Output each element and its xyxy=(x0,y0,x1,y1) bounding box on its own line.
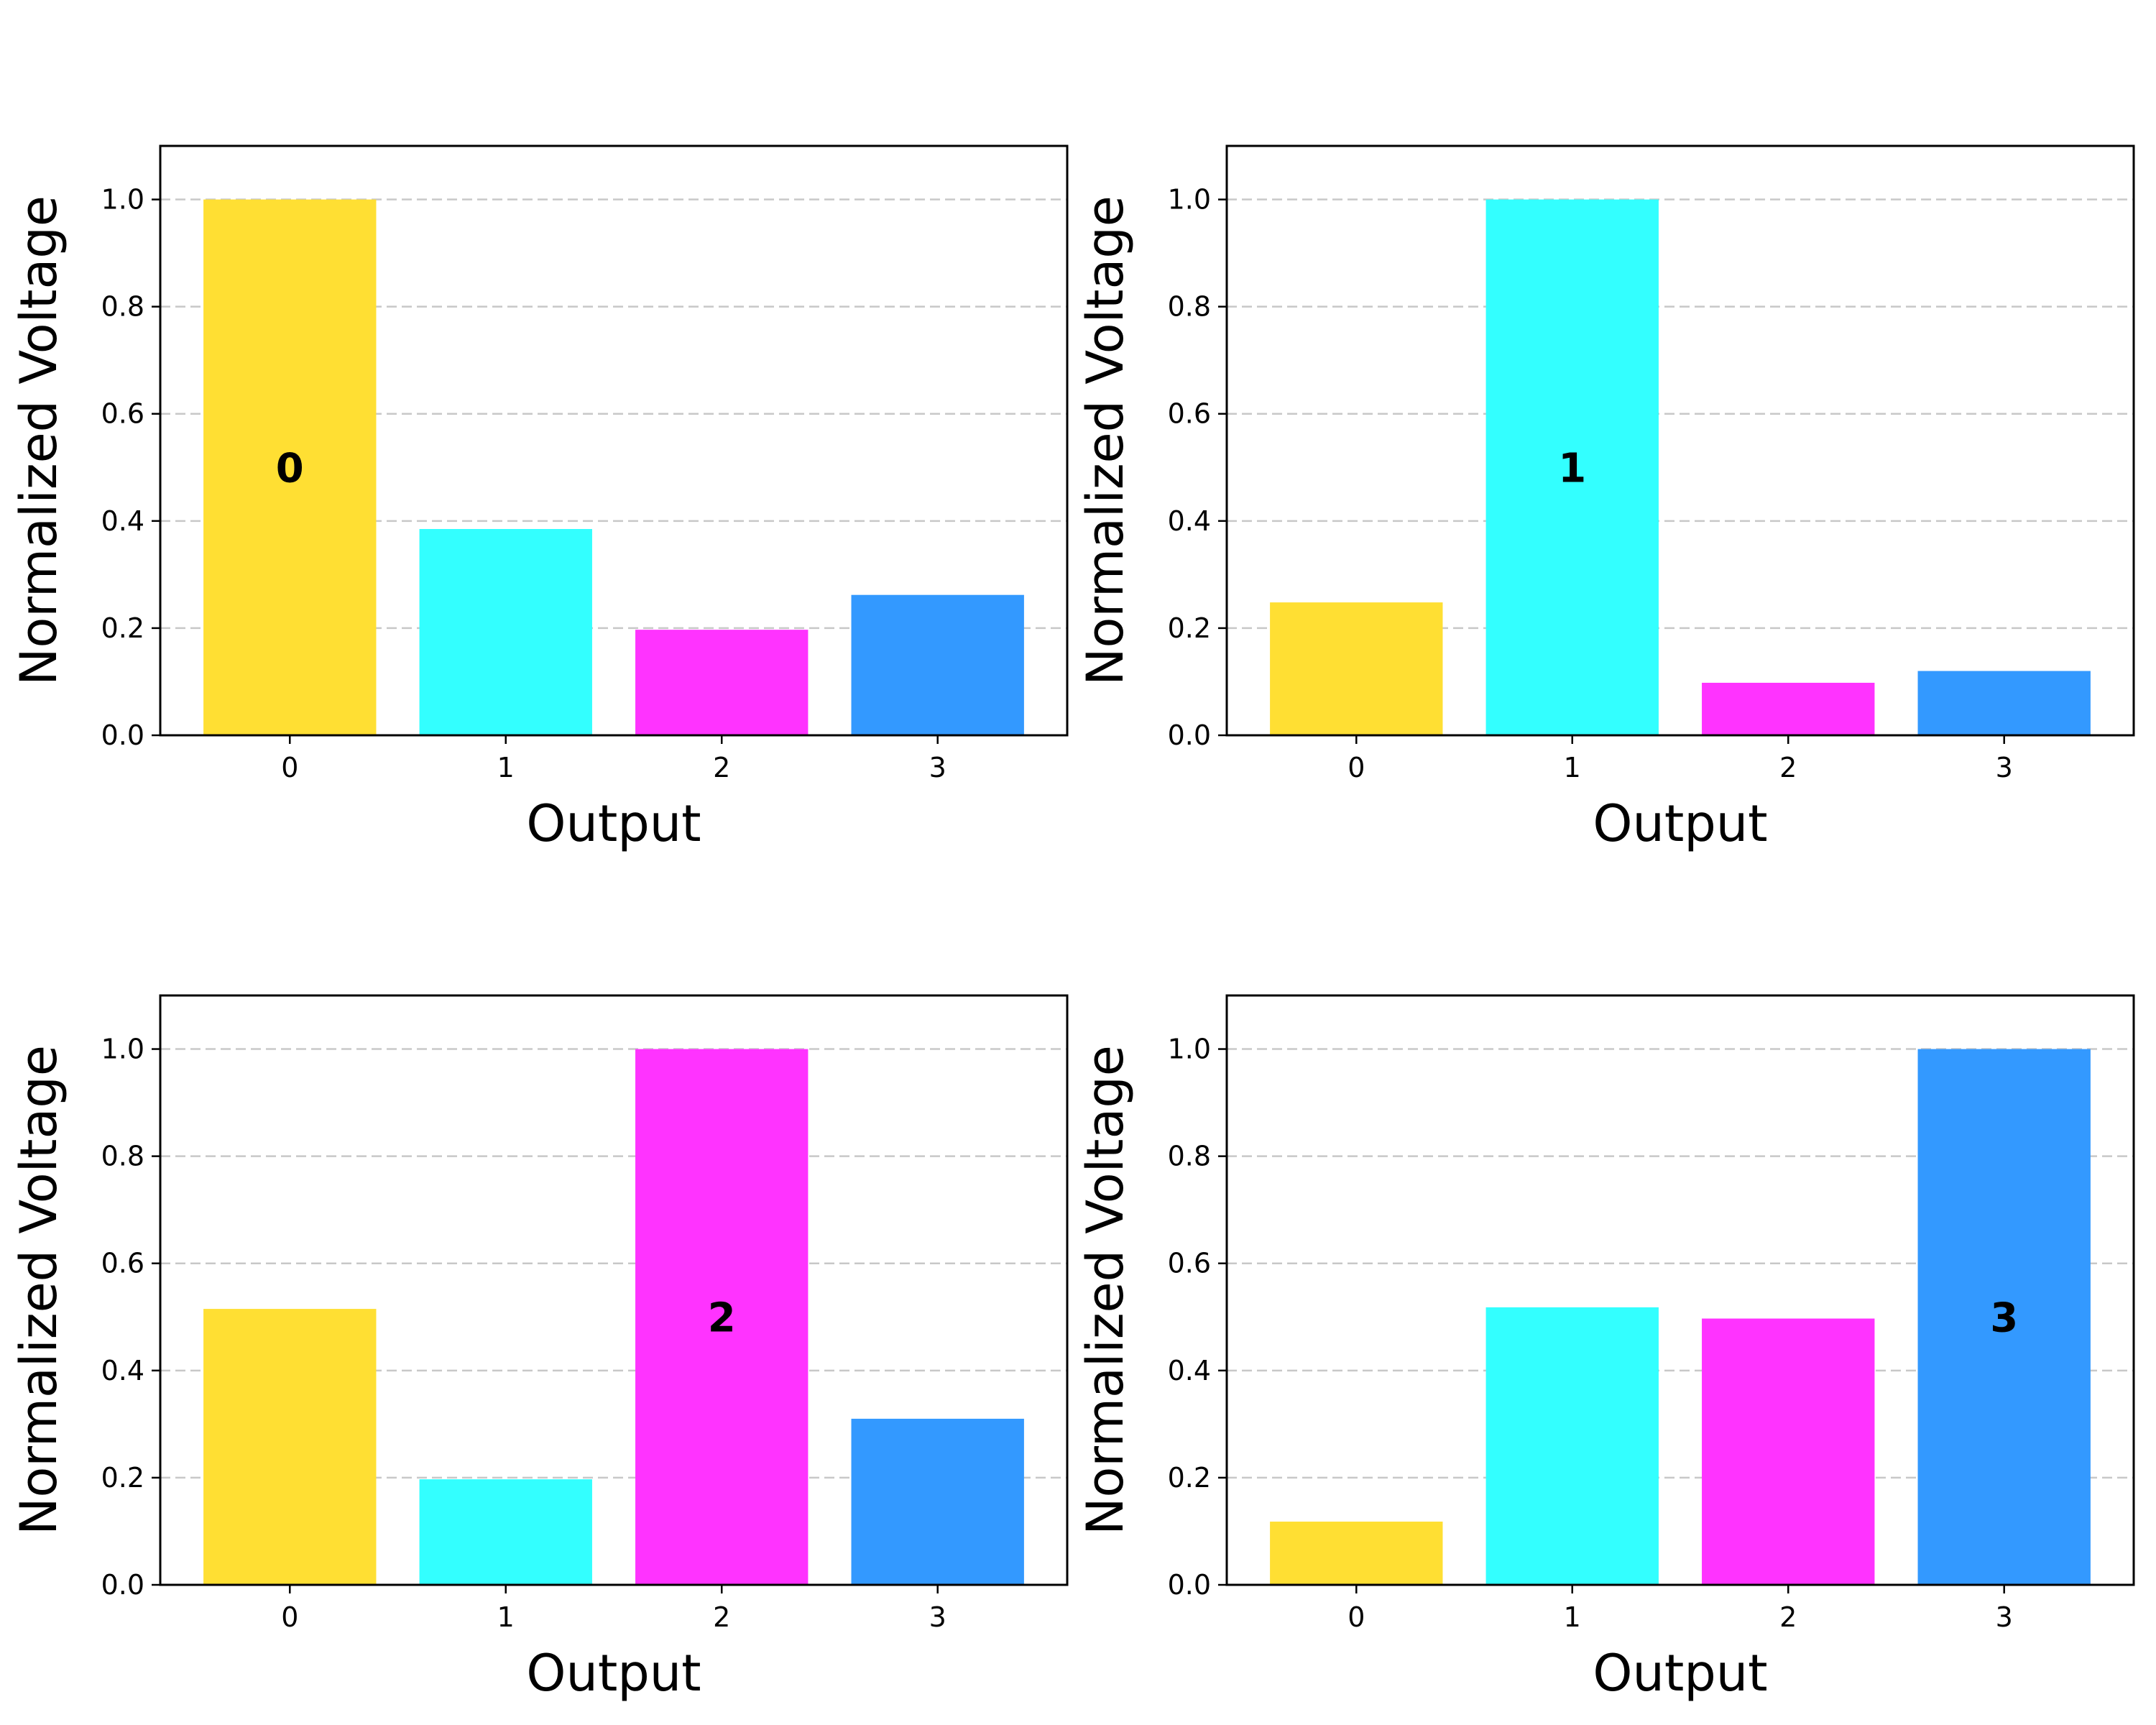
y-tick-label: 0.0 xyxy=(1168,719,1211,751)
y-axis-label: Normalized Voltage xyxy=(9,196,68,686)
y-tick-label: 0.2 xyxy=(1168,1462,1211,1494)
bar-output-2 xyxy=(635,1049,808,1585)
y-tick-label: 0.0 xyxy=(101,1569,144,1601)
bar-output-1 xyxy=(419,529,592,735)
y-tick-label: 0.4 xyxy=(101,505,144,537)
y-tick-label: 1.0 xyxy=(101,1034,144,1065)
subplot-2: 0.0 0.2 0.4 0.6 0.8 1.0 0 1 2 3 2 Output Normalized … xyxy=(9,994,1069,1703)
y-tick-label: 0.4 xyxy=(1168,505,1211,537)
y-tick-label: 0.6 xyxy=(1168,398,1211,430)
y-tick-label: 0.4 xyxy=(101,1355,144,1386)
x-tick-label: 1 xyxy=(497,752,515,783)
y-tick-label: 0.2 xyxy=(1168,612,1211,644)
y-tick-label: 0.8 xyxy=(101,291,144,323)
y-tick-label: 1.0 xyxy=(1168,1034,1211,1065)
bar-output-1 xyxy=(1485,1307,1659,1585)
bar-output-2 xyxy=(635,630,808,735)
y-tick-label: 1.0 xyxy=(101,184,144,216)
bar-output-3 xyxy=(1917,1049,2091,1585)
x-axis-label: Output xyxy=(526,1644,701,1703)
y-tick-label: 0.0 xyxy=(101,719,144,751)
x-tick-label: 0 xyxy=(281,1601,298,1633)
y-tick-label: 0.4 xyxy=(1168,1355,1211,1386)
x-tick-label: 3 xyxy=(1996,752,2013,783)
x-tick-label: 3 xyxy=(929,752,946,783)
bar-output-2 xyxy=(1702,1318,1875,1585)
subplot-0: 0.0 0.2 0.4 0.6 0.8 1.0 0 1 2 3 0 Output Normalized … xyxy=(9,144,1069,853)
y-tick-label: 0.8 xyxy=(101,1141,144,1172)
y-tick-label: 0.0 xyxy=(1168,1569,1211,1601)
x-tick-label: 0 xyxy=(1348,752,1365,783)
bar-output-0 xyxy=(203,1309,377,1585)
plot-frame xyxy=(1225,994,2135,1586)
y-tick-label: 0.8 xyxy=(1168,1141,1211,1172)
bar-output-0 xyxy=(1270,1522,1443,1585)
y-tick-label: 0.6 xyxy=(101,1248,144,1279)
bar-annotation: 0 xyxy=(276,445,304,492)
x-tick-label: 3 xyxy=(1996,1601,2013,1633)
x-tick-label: 1 xyxy=(497,1601,515,1633)
bar-output-0 xyxy=(203,199,377,736)
x-tick-label: 2 xyxy=(1779,752,1797,783)
x-tick-label: 2 xyxy=(713,752,730,783)
x-tick-label: 1 xyxy=(1564,752,1581,783)
x-tick-label: 3 xyxy=(929,1601,946,1633)
y-tick-label: 0.2 xyxy=(101,612,144,644)
x-axis-label: Output xyxy=(526,794,701,853)
plot-frame xyxy=(159,994,1069,1586)
y-axis-label: Normalized Voltage xyxy=(1076,196,1135,686)
y-tick-label: 1.0 xyxy=(1168,184,1211,216)
y-tick-label: 0.8 xyxy=(1168,291,1211,323)
bar-annotation: 2 xyxy=(708,1294,736,1341)
x-axis-label: Output xyxy=(1593,1644,1767,1703)
bar-output-1 xyxy=(419,1479,592,1585)
bar-annotation: 1 xyxy=(1558,445,1586,492)
bar-output-3 xyxy=(1917,671,2091,735)
x-tick-label: 2 xyxy=(713,1601,730,1633)
x-tick-label: 0 xyxy=(1348,1601,1365,1633)
bar-output-3 xyxy=(851,1418,1024,1585)
x-tick-label: 2 xyxy=(1779,1601,1797,1633)
y-tick-label: 0.2 xyxy=(101,1462,144,1494)
bar-output-3 xyxy=(851,594,1024,735)
bar-output-2 xyxy=(1702,682,1875,735)
y-axis-label: Normalized Voltage xyxy=(1076,1045,1135,1535)
subplot-3: 0.0 0.2 0.4 0.6 0.8 1.0 0 1 2 3 3 Output Normalized … xyxy=(1076,994,2135,1703)
y-tick-label: 0.6 xyxy=(1168,1248,1211,1279)
bar-output-0 xyxy=(1270,602,1443,735)
plot-frame xyxy=(159,144,1069,737)
subplot-1: 0.0 0.2 0.4 0.6 0.8 1.0 0 1 2 3 1 Output Normalized … xyxy=(1076,144,2135,853)
bar-annotation: 3 xyxy=(1990,1294,2018,1341)
x-tick-label: 0 xyxy=(281,752,298,783)
plot-frame xyxy=(1225,144,2135,737)
x-tick-label: 1 xyxy=(1564,1601,1581,1633)
y-axis-label: Normalized Voltage xyxy=(9,1045,68,1535)
bar-output-1 xyxy=(1485,199,1659,736)
x-axis-label: Output xyxy=(1593,794,1767,853)
y-tick-label: 0.6 xyxy=(101,398,144,430)
